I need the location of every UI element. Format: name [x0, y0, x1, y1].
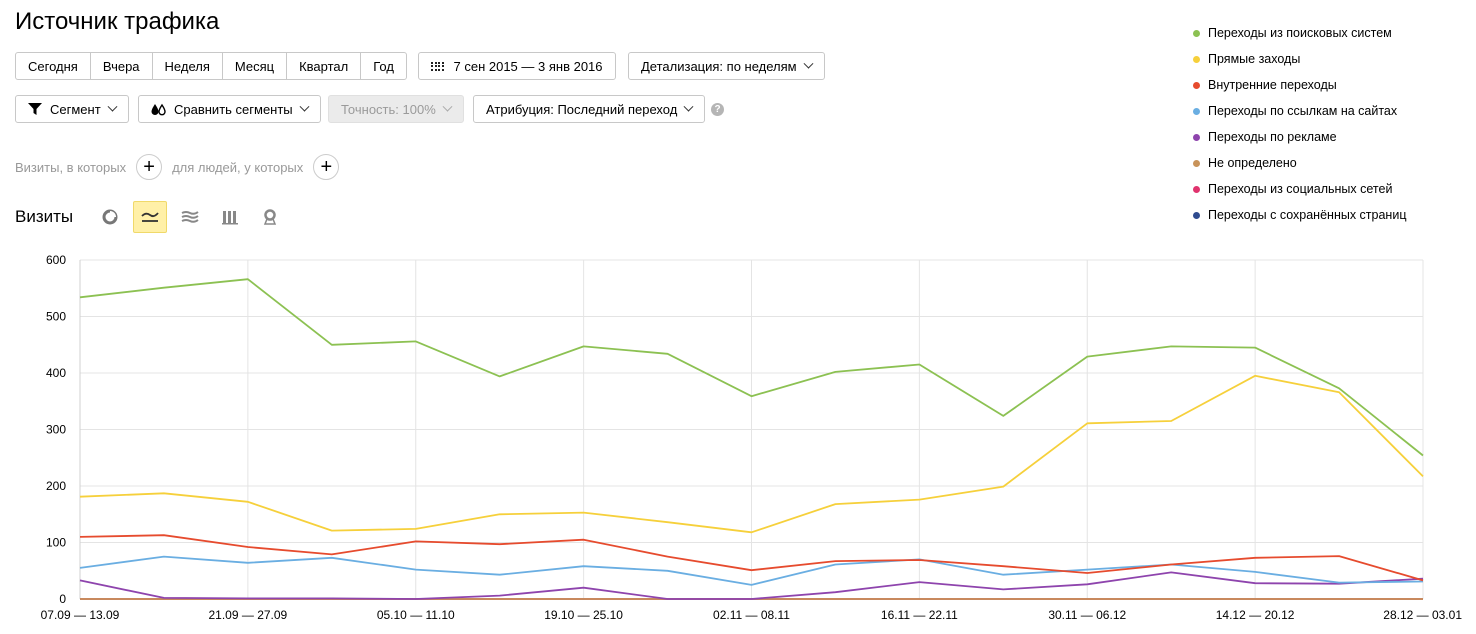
period-quarter-button[interactable]: Квартал: [286, 52, 362, 80]
compare-label: Сравнить сегменты: [174, 101, 293, 117]
series-line[interactable]: [79, 571, 1424, 600]
y-tick-label: 500: [46, 310, 66, 324]
y-tick-label: 300: [46, 423, 66, 437]
accuracy-label: Точность: 100%: [341, 101, 436, 117]
y-tick-label: 400: [46, 366, 66, 380]
series-line[interactable]: [79, 374, 1424, 534]
legend-dot-icon: [1193, 211, 1200, 219]
add-people-condition-button[interactable]: +: [313, 154, 340, 180]
attribution-dropdown[interactable]: Атрибуция: Последний переход: [473, 95, 706, 123]
y-tick-label: 200: [46, 479, 66, 493]
chevron-down-icon: [299, 101, 310, 112]
date-range-label: 7 сен 2015 — 3 янв 2016: [453, 58, 603, 74]
series-line[interactable]: [79, 555, 1424, 586]
add-visit-condition-button[interactable]: +: [136, 154, 163, 180]
x-tick-label: 19.10 — 25.10: [544, 608, 623, 622]
accuracy-dropdown: Точность: 100%: [328, 95, 464, 123]
chevron-down-icon: [442, 101, 453, 112]
legend-item[interactable]: Переходы из поисковых систем: [1193, 20, 1406, 46]
compare-drops-icon: [151, 103, 166, 115]
legend-dot-icon: [1193, 185, 1200, 193]
y-tick-label: 0: [59, 592, 66, 606]
x-tick-label: 28.12 — 03.01: [1383, 608, 1462, 622]
visits-condition-label: Визиты, в которых: [15, 159, 127, 175]
x-tick-label: 16.11 — 22.11: [881, 608, 958, 622]
line-chart-icon[interactable]: [133, 201, 168, 233]
y-tick-label: 100: [46, 536, 66, 550]
compare-segments-dropdown[interactable]: Сравнить сегменты: [138, 95, 321, 123]
period-selector: Сегодня Вчера Неделя Месяц Квартал Год: [15, 52, 407, 80]
legend-item[interactable]: Переходы с сохранённых страниц: [1193, 202, 1406, 228]
legend-dot-icon: [1193, 159, 1200, 167]
legend-dot-icon: [1193, 107, 1200, 115]
x-tick-label: 02.11 — 08.11: [713, 608, 790, 622]
segment-filter-row: Визиты, в которых + для людей, у которых…: [15, 154, 349, 180]
x-tick-label: 21.09 — 27.09: [209, 608, 288, 622]
pie-chart-icon[interactable]: [93, 201, 127, 233]
x-tick-label: 07.09 — 13.09: [41, 608, 120, 622]
visits-line-chart: 0 100 200 300 400 500 600 07.09 — 13.09 21.09 — …: [41, 253, 1463, 622]
legend-dot-icon: [1193, 29, 1200, 37]
legend-dot-icon: [1193, 81, 1200, 89]
legend-label: Переходы из социальных сетей: [1208, 182, 1393, 196]
detail-dropdown[interactable]: Детализация: по неделям: [628, 52, 825, 80]
period-month-button[interactable]: Месяц: [221, 52, 288, 80]
chart-legend: Переходы из поисковых систем Прямые заход…: [1193, 20, 1406, 228]
metric-title: Визиты: [15, 207, 74, 226]
legend-dot-icon: [1193, 55, 1200, 63]
filter-icon: [28, 103, 42, 115]
legend-label: Внутренние переходы: [1208, 78, 1337, 92]
legend-item[interactable]: Переходы из социальных сетей: [1193, 176, 1406, 202]
x-tick-label: 14.12 — 20.12: [1216, 608, 1295, 622]
bar-chart-icon[interactable]: [213, 201, 247, 233]
date-range-button[interactable]: 7 сен 2015 — 3 янв 2016: [418, 52, 616, 80]
period-week-button[interactable]: Неделя: [151, 52, 223, 80]
segment-label: Сегмент: [50, 101, 101, 117]
legend-label: Переходы из поисковых систем: [1208, 26, 1392, 40]
chevron-down-icon: [803, 58, 814, 69]
legend-item[interactable]: Внутренние переходы: [1193, 72, 1406, 98]
chevron-down-icon: [107, 101, 118, 112]
period-year-button[interactable]: Год: [360, 52, 407, 80]
series-line[interactable]: [79, 534, 1424, 582]
detail-label: Детализация: по неделям: [641, 58, 797, 74]
legend-label: Переходы по ссылкам на сайтах: [1208, 104, 1398, 118]
legend-item[interactable]: Прямые заходы: [1193, 46, 1406, 72]
stacked-area-icon[interactable]: [173, 201, 207, 233]
legend-item[interactable]: Переходы по ссылкам на сайтах: [1193, 98, 1406, 124]
legend-label: Переходы по рекламе: [1208, 130, 1337, 144]
period-yesterday-button[interactable]: Вчера: [89, 52, 153, 80]
legend-label: Не определено: [1208, 156, 1297, 170]
legend-item[interactable]: Переходы по рекламе: [1193, 124, 1406, 150]
segment-dropdown[interactable]: Сегмент: [15, 95, 129, 123]
page-title: Источник трафика: [15, 8, 220, 35]
series-line[interactable]: [79, 278, 1424, 457]
metric-header: Визиты: [15, 201, 293, 233]
calendar-icon: [431, 61, 444, 71]
legend-label: Прямые заходы: [1208, 52, 1301, 66]
x-tick-label: 05.10 — 11.10: [377, 608, 455, 622]
people-condition-label: для людей, у которых: [172, 159, 304, 175]
y-tick-label: 600: [46, 253, 66, 267]
legend-dot-icon: [1193, 133, 1200, 141]
period-today-button[interactable]: Сегодня: [15, 52, 91, 80]
help-icon[interactable]: ?: [711, 103, 724, 116]
chevron-down-icon: [683, 101, 694, 112]
legend-item[interactable]: Не определено: [1193, 150, 1406, 176]
legend-label: Переходы с сохранённых страниц: [1208, 208, 1407, 222]
attribution-label: Атрибуция: Последний переход: [486, 101, 678, 117]
map-pin-icon[interactable]: [253, 201, 287, 233]
x-tick-label: 30.11 — 06.12: [1048, 608, 1126, 622]
